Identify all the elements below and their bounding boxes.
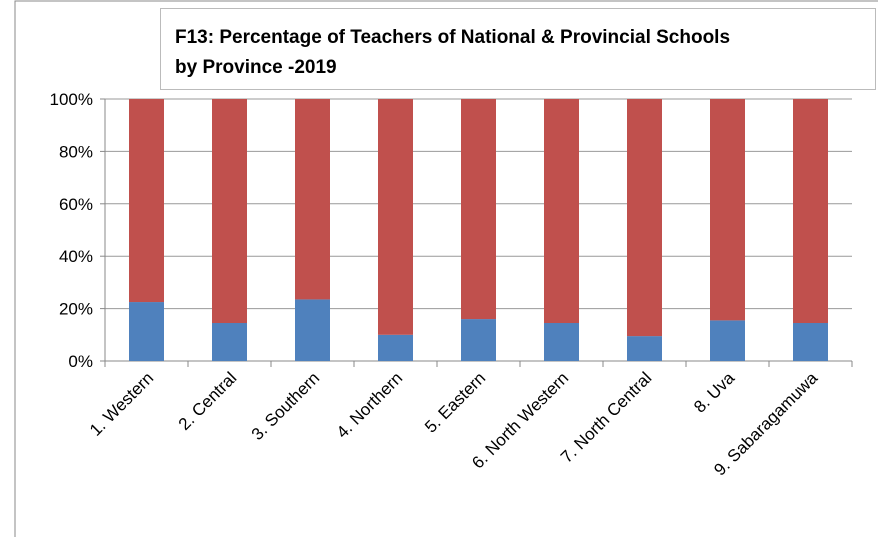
bar-segment	[295, 299, 330, 361]
x-tick-label: 3. Southern	[248, 368, 324, 444]
bar-segment	[710, 99, 745, 321]
x-tick-label: 4. Northern	[333, 368, 407, 442]
y-tick-label: 40%	[59, 247, 93, 266]
bar-segment	[378, 334, 413, 361]
x-tick-label: 1. Western	[86, 368, 157, 439]
x-tick-label: 2. Central	[175, 368, 241, 434]
x-tick-label: 8. Uva	[690, 368, 739, 417]
bar-segment	[129, 302, 164, 361]
x-tick-label: 5. Eastern	[421, 368, 489, 436]
bar-segment	[461, 99, 496, 320]
bar-segment	[212, 323, 247, 361]
bar-segment	[793, 323, 828, 361]
bar-segment	[627, 99, 662, 337]
y-tick-label: 0%	[68, 352, 93, 371]
bar-segment	[129, 99, 164, 303]
title-box: F13: Percentage of Teachers of National …	[160, 8, 876, 90]
bar-segment	[710, 320, 745, 361]
bar-segment	[793, 99, 828, 324]
x-tick-label: 7. North Central	[557, 368, 655, 466]
bar-segment	[544, 323, 579, 361]
y-tick-label: 100%	[50, 90, 93, 109]
y-tick-label: 20%	[59, 300, 93, 319]
bar-segment	[461, 319, 496, 361]
y-tick-label: 80%	[59, 142, 93, 161]
y-tick-label: 60%	[59, 195, 93, 214]
bar-segment	[544, 99, 579, 324]
bar-segment	[627, 336, 662, 361]
bar-segment	[378, 99, 413, 335]
chart-title: F13: Percentage of Teachers of National …	[175, 27, 731, 78]
chart-border	[14, 0, 878, 537]
bar-segment	[212, 99, 247, 324]
bar-segment	[295, 99, 330, 300]
